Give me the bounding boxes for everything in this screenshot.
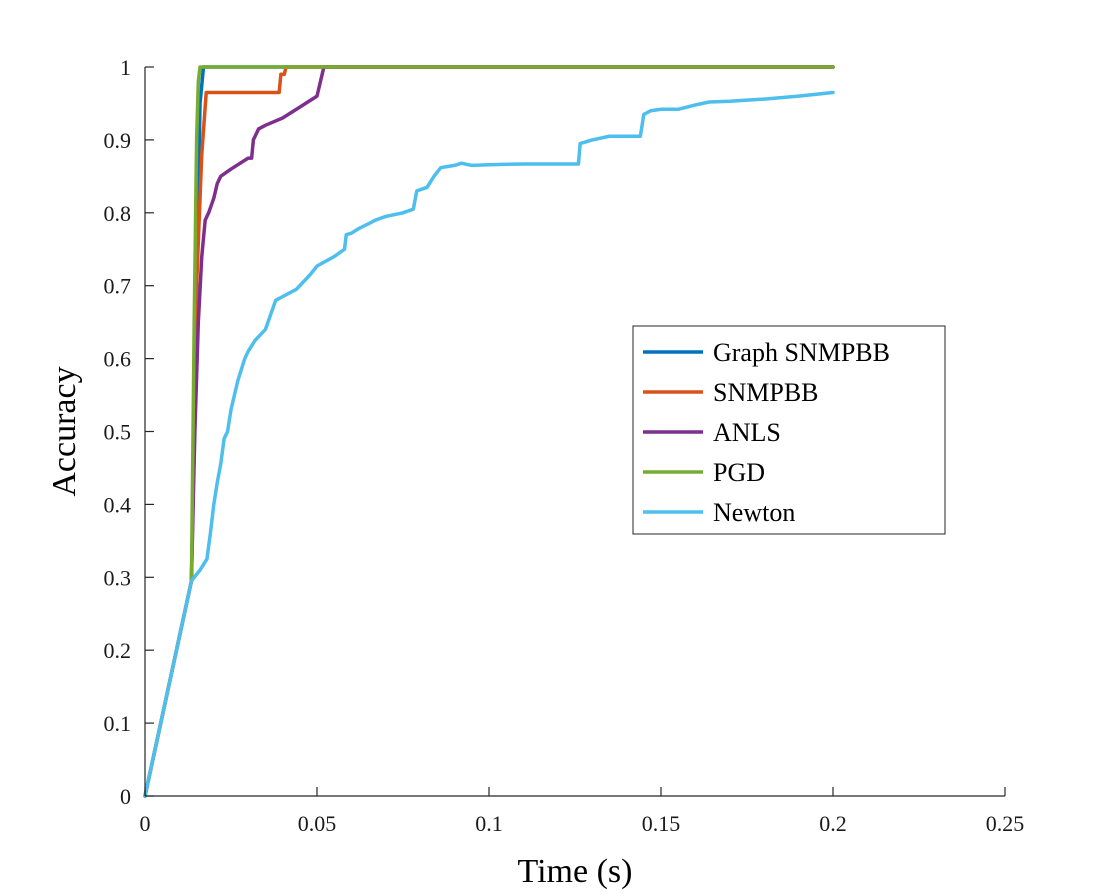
- y-tick-label: 0.1: [104, 711, 132, 736]
- y-tick-label: 0.4: [104, 492, 132, 517]
- legend-label-graph-snmpbb: Graph SNMPBB: [713, 338, 890, 367]
- legend: Graph SNMPBB SNMPBB ANLS PGD Newton: [632, 325, 946, 535]
- y-tick-label: 0.9: [104, 128, 132, 153]
- x-axis-label: Time (s): [518, 853, 633, 890]
- series-line-anls: [143, 65, 835, 798]
- y-tick-label: 0.8: [104, 201, 132, 226]
- plot-area: [143, 65, 835, 798]
- y-tick-label: 0.7: [104, 274, 132, 299]
- y-tick-label: 0.3: [104, 565, 132, 590]
- series-line-newton: [143, 90, 835, 798]
- legend-label-anls: ANLS: [713, 418, 781, 447]
- y-tick-label: 0.5: [104, 420, 132, 445]
- legend-label-newton: Newton: [713, 498, 795, 527]
- y-tick-label: 0.2: [104, 638, 132, 663]
- y-tick-label: 1: [120, 55, 131, 80]
- x-tick-label: 0.2: [819, 811, 847, 836]
- y-tick-label: 0.6: [104, 347, 132, 372]
- axes: 0 0.1 0.2 0.3 0.4 0.5 0.6 0.7 0.8 0.9 1 0 0.05 0.1 0.1…: [104, 55, 1025, 836]
- y-tick-label: 0: [120, 784, 131, 809]
- x-tick-label: 0.05: [298, 811, 337, 836]
- legend-label-pgd: PGD: [713, 458, 765, 487]
- y-axis-label: Accuracy: [46, 366, 83, 496]
- x-tick-label: 0.1: [475, 811, 503, 836]
- x-tick-label: 0.25: [986, 811, 1025, 836]
- x-tick-label: 0: [140, 811, 151, 836]
- x-tick-label: 0.15: [642, 811, 681, 836]
- legend-label-snmpbb: SNMPBB: [713, 378, 819, 407]
- legend-box: [632, 325, 946, 535]
